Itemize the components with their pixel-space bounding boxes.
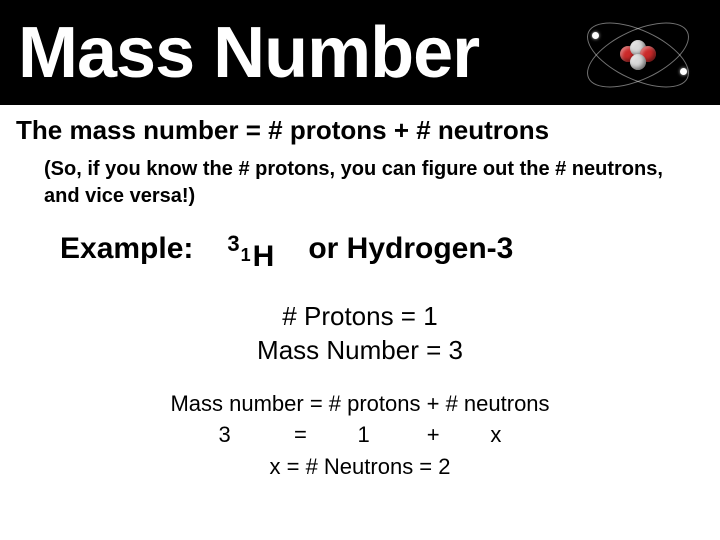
- equations-block: Mass number = # protons + # neutrons 3 =…: [16, 388, 704, 484]
- atom-icon: [578, 10, 698, 100]
- example-label: Example:: [60, 232, 193, 266]
- isotope-symbol: H: [253, 240, 275, 274]
- content-area: The mass number = # protons + # neutrons…: [0, 105, 720, 483]
- isotope-notation: 3 1 H: [227, 240, 274, 274]
- header-band: Mass Number: [0, 0, 720, 105]
- example-name: or Hydrogen-3: [308, 232, 513, 266]
- equation-line-1: Mass number = # protons + # neutrons: [16, 388, 704, 420]
- example-row: Example: 3 1 H or Hydrogen-3: [16, 232, 704, 274]
- equation-line-3: x = # Neutrons = 2: [16, 451, 704, 483]
- equation-line-2: 3 = 1 + x: [16, 419, 704, 451]
- facts-block: # Protons = 1 Mass Number = 3: [16, 300, 704, 368]
- note-text: (So, if you know the # protons, you can …: [16, 156, 704, 210]
- definition-text: The mass number = # protons + # neutrons: [16, 115, 704, 146]
- fact-protons: # Protons = 1: [16, 300, 704, 334]
- isotope-atomic-number: 1: [241, 246, 251, 264]
- isotope-mass-number: 3: [227, 233, 239, 255]
- slide-title: Mass Number: [0, 12, 479, 94]
- fact-mass-number: Mass Number = 3: [16, 334, 704, 368]
